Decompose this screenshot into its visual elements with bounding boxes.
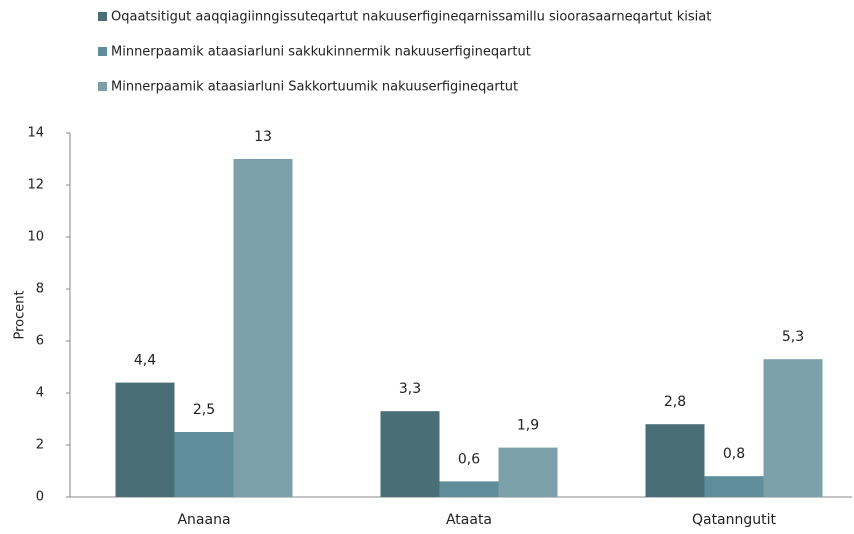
y-tick-label: 12	[27, 178, 44, 193]
value-label: 1,9	[517, 418, 539, 434]
y-axis-label: Procent	[13, 290, 28, 339]
bar	[439, 481, 499, 497]
legend-label: Minnerpaamik ataasiarluni Sakkortuumik n…	[111, 80, 518, 95]
bar	[763, 359, 823, 497]
y-tick-label: 8	[36, 282, 44, 297]
x-tick-label: Ataata	[446, 512, 492, 528]
y-tick-label: 0	[36, 490, 44, 505]
y-tick-label: 14	[27, 126, 44, 141]
x-tick-label: Qatanngutit	[692, 512, 777, 528]
y-tick-label: 10	[27, 230, 44, 245]
bar	[645, 424, 705, 497]
bar	[233, 159, 293, 497]
legend-swatch	[98, 82, 107, 91]
x-tick-label: Anaana	[177, 512, 230, 528]
legend-swatch	[98, 12, 107, 21]
y-tick-label: 4	[36, 386, 44, 401]
value-label: 5,3	[782, 329, 804, 345]
legend-label: Oqaatsitigut aaqqiagiinngissuteqartut na…	[111, 10, 711, 25]
value-label: 3,3	[399, 381, 421, 397]
y-tick-label: 2	[36, 438, 44, 453]
bar	[498, 447, 558, 497]
bar	[174, 432, 234, 497]
value-label: 0,6	[458, 451, 480, 467]
value-label: 13	[254, 129, 272, 145]
value-label: 2,5	[193, 402, 215, 418]
bar	[704, 476, 764, 497]
value-label: 0,8	[723, 446, 745, 462]
bar	[380, 411, 440, 497]
bar	[115, 382, 175, 497]
legend-label: Minnerpaamik ataasiarluni sakkukinnermik…	[111, 45, 531, 60]
legend-swatch	[98, 47, 107, 56]
value-label: 2,8	[664, 394, 686, 410]
value-label: 4,4	[134, 353, 156, 369]
y-tick-label: 6	[36, 334, 44, 349]
